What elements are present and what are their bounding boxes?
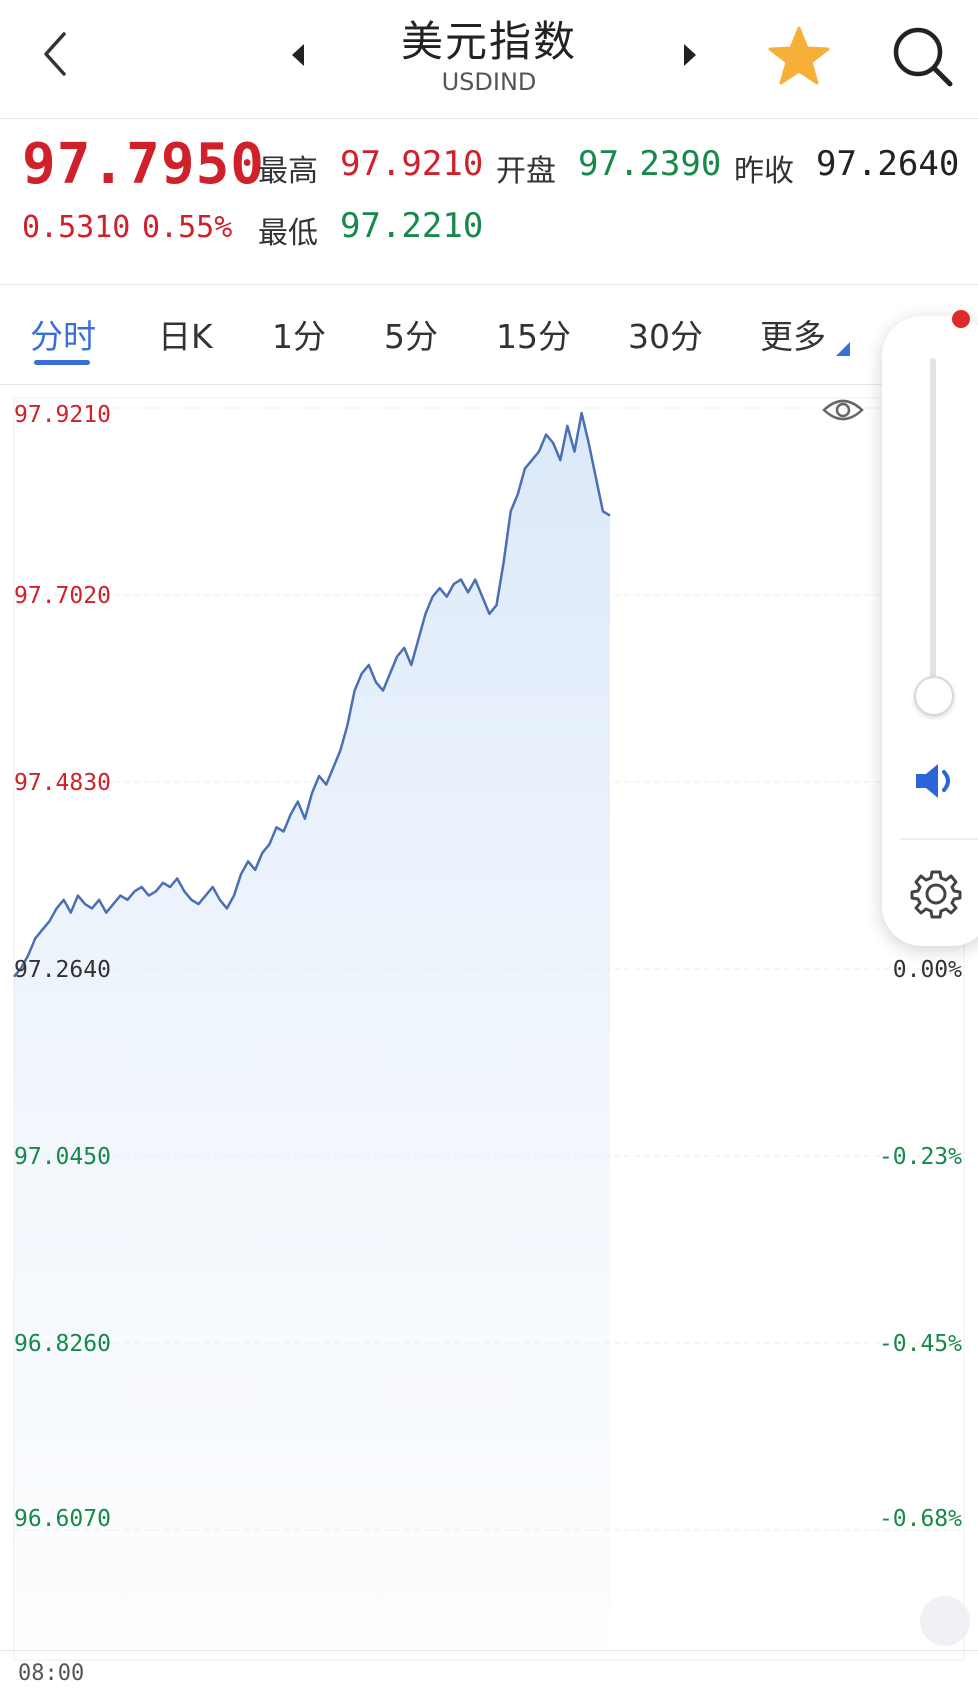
y-tick-label: 97.2640 bbox=[14, 957, 111, 983]
next-item-icon[interactable] bbox=[680, 40, 700, 70]
current-price: 97.7950 bbox=[22, 132, 266, 197]
open-value: 97.2390 bbox=[578, 144, 722, 184]
divider bbox=[0, 384, 978, 385]
symbol-code: USDIND bbox=[441, 68, 537, 96]
tab-1min[interactable]: 1分 bbox=[272, 317, 326, 356]
gear-icon[interactable] bbox=[908, 866, 964, 922]
percent-tick-label: -0.23% bbox=[879, 1144, 962, 1170]
price-area-fill bbox=[14, 413, 610, 1651]
y-tick-label: 97.9210 bbox=[14, 402, 111, 428]
more-dropdown-icon bbox=[836, 342, 850, 356]
tab-15min[interactable]: 15分 bbox=[496, 317, 571, 356]
previous-item-icon[interactable] bbox=[288, 40, 308, 70]
panel-divider bbox=[900, 838, 978, 840]
y-tick-label: 97.0450 bbox=[14, 1144, 111, 1170]
volume-slider-handle[interactable] bbox=[914, 676, 954, 716]
tab-daily-k[interactable]: 日K bbox=[158, 317, 213, 356]
page-title: 美元指数 bbox=[400, 17, 577, 66]
volume-slider-track[interactable] bbox=[930, 358, 936, 688]
tab-more[interactable]: 更多 bbox=[760, 317, 826, 356]
notification-dot bbox=[952, 310, 970, 328]
active-tab-indicator bbox=[34, 360, 90, 365]
favorite-star-icon[interactable] bbox=[766, 24, 832, 90]
divider bbox=[0, 284, 978, 285]
x-axis-start-label: 08:00 bbox=[18, 1661, 84, 1686]
divider bbox=[0, 1650, 978, 1651]
tab-intraday[interactable]: 分时 bbox=[30, 317, 96, 356]
floating-control-panel bbox=[882, 316, 978, 946]
prev-close-label: 昨收 bbox=[734, 154, 794, 189]
top-bar: 美元指数 USDIND bbox=[0, 0, 978, 119]
percent-tick-label: -0.68% bbox=[879, 1506, 962, 1532]
tab-5min[interactable]: 5分 bbox=[384, 317, 438, 356]
percent-tick-label: 0.00% bbox=[893, 957, 962, 983]
prev-close-value: 97.2640 bbox=[816, 144, 960, 184]
eye-icon[interactable] bbox=[822, 399, 864, 421]
speaker-icon[interactable] bbox=[910, 756, 960, 806]
y-tick-label: 96.6070 bbox=[14, 1506, 111, 1532]
y-tick-label: 97.7020 bbox=[14, 583, 111, 609]
percent-tick-label: -0.45% bbox=[879, 1331, 962, 1357]
intraday-chart[interactable]: 97.9210 97.7020 97.4830 97.2640 97.0450 96.82… bbox=[0, 390, 978, 1705]
y-tick-label: 97.4830 bbox=[14, 770, 111, 796]
high-value: 97.9210 bbox=[340, 144, 484, 184]
low-value: 97.2210 bbox=[340, 206, 484, 246]
search-icon[interactable] bbox=[888, 22, 958, 92]
price-change-percent: 0.55% bbox=[142, 210, 233, 245]
high-label: 最高 bbox=[258, 154, 318, 189]
back-arrow-icon[interactable] bbox=[36, 28, 76, 80]
floating-assist-button[interactable] bbox=[920, 1596, 970, 1646]
tab-30min[interactable]: 30分 bbox=[628, 317, 703, 356]
price-line bbox=[13, 411, 611, 978]
y-tick-label: 96.8260 bbox=[14, 1331, 111, 1357]
open-label: 开盘 bbox=[496, 154, 556, 189]
low-label: 最低 bbox=[258, 216, 318, 251]
price-change: 0.5310 bbox=[22, 210, 131, 245]
